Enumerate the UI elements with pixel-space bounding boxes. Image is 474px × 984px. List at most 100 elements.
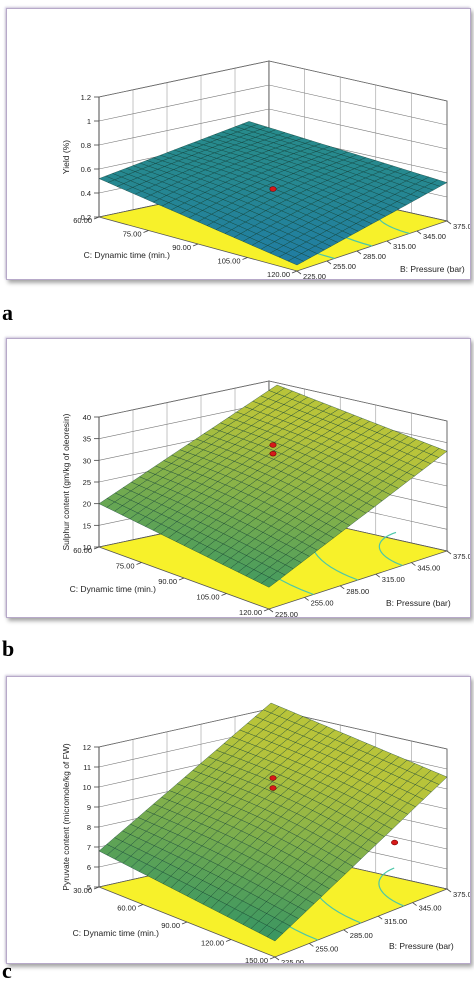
x-tick-label: 285.00 (346, 587, 369, 596)
panel-letter-a: a (2, 300, 13, 325)
x-axis-tick (268, 608, 274, 613)
x-tick-label: 255.00 (315, 944, 338, 953)
x-axis-tick (339, 585, 345, 590)
x-axis-label: B: Pressure (bar) (389, 941, 454, 951)
design-point (391, 839, 399, 846)
z-axis-label: Pyruvate content (micromole/kg of FW) (61, 743, 71, 891)
panel-letter-c: c (2, 958, 12, 983)
y-tick-label: 60.00 (117, 904, 136, 913)
chart-svg-c: 5 6 7 8 9 10 11 12 Pyruvate content (micromole/k… (61, 702, 470, 963)
x-axis-tick (296, 270, 302, 275)
floor-contour-line (378, 867, 405, 907)
z-tick-label: 0.2 (81, 213, 91, 222)
y-axis-tick (225, 939, 232, 942)
y-tick-label: 60.00 (73, 216, 92, 225)
y-tick-label: 90.00 (161, 921, 180, 930)
y-axis-tick (93, 216, 100, 220)
x-axis-tick (446, 220, 452, 225)
y-axis-tick (242, 257, 248, 260)
x-tick-label: 285.00 (350, 931, 373, 940)
y-axis-tick (181, 921, 188, 925)
y-axis-tick (291, 270, 298, 274)
x-axis-tick (304, 597, 309, 601)
chart-c-group: 5 6 7 8 9 10 11 12 Pyruvate content (micromole/k… (61, 702, 470, 963)
z-tick-label: 12 (83, 743, 91, 752)
y-tick-label: 120.00 (239, 608, 262, 617)
y-tick-label: 90.00 (158, 577, 177, 586)
x-axis-label: B: Pressure (bar) (400, 264, 465, 274)
z-tick-label: 1 (87, 117, 91, 126)
x-tick-label: 345.00 (423, 232, 446, 241)
z-axis-label: Sulphur content (gm/kg of oleoresin) (61, 413, 71, 550)
x-tick-label: 255.00 (311, 598, 334, 607)
surface-patch (430, 448, 448, 458)
wall-gridline (98, 380, 448, 422)
z-tick-label: 15 (83, 521, 91, 530)
z-tick-label: 0.4 (81, 189, 91, 198)
x-axis-tick (377, 915, 383, 920)
x-tick-label: 315.00 (393, 242, 416, 251)
x-axis-tick (411, 562, 416, 566)
design-point (269, 785, 277, 791)
chart-b-group: 10 15 20 25 30 35 40 Sulphur content (gm/kg of … (61, 380, 470, 617)
x-tick-label: 375.00 (453, 890, 470, 899)
z-tick-label: 40 (83, 413, 91, 422)
y-tick-label: 105.00 (218, 257, 241, 266)
chart-svg-a: 0.2 0.4 0.6 0.8 1 1.2 Yield (%) 60.00 75.00 90.00… (61, 60, 470, 279)
x-axis-tick (274, 956, 280, 961)
x-axis-tick (343, 929, 349, 934)
x-axis-tick (446, 550, 452, 555)
z-tick-label: 20 (83, 500, 91, 509)
wall-gridline (98, 108, 448, 150)
x-axis-tick (309, 943, 314, 947)
design-point (269, 186, 277, 192)
y-tick-label: 30.00 (73, 886, 92, 895)
z-tick-label: 25 (83, 478, 91, 487)
surface-patch (430, 179, 448, 187)
design-point (269, 775, 277, 781)
z-tick-label: 8 (87, 823, 91, 832)
x-tick-label: 225.00 (281, 958, 304, 963)
y-axis-tick (263, 608, 270, 612)
chart-panel-b: 10 15 20 25 30 35 40 Sulphur content (gm/kg of … (6, 338, 471, 618)
y-axis-label: C: Dynamic time (min.) (84, 250, 171, 260)
y-axis-tick (221, 593, 227, 596)
y-tick-label: 75.00 (123, 230, 142, 239)
y-axis-label: C: Dynamic time (min.) (73, 928, 160, 938)
y-tick-label: 120.00 (267, 270, 290, 279)
z-tick-label: 7 (87, 843, 91, 852)
chart-svg-b: 10 15 20 25 30 35 40 Sulphur content (gm/kg of … (61, 380, 470, 617)
x-axis-tick (375, 573, 381, 578)
x-tick-label: 225.00 (303, 272, 326, 279)
y-tick-label: 60.00 (73, 546, 92, 555)
z-tick-label: 9 (87, 803, 91, 812)
y-axis-tick (143, 230, 149, 233)
y-axis-tick (269, 956, 276, 960)
x-axis-tick (416, 230, 422, 235)
y-tick-label: 105.00 (197, 593, 220, 602)
y-axis-tick (137, 904, 144, 907)
x-tick-label: 375.00 (453, 222, 470, 231)
chart-a-group: 0.2 0.4 0.6 0.8 1 1.2 Yield (%) 60.00 75.00 90.00… (61, 60, 470, 279)
y-axis-tick (136, 562, 142, 565)
panel-letter-b: b (2, 636, 15, 661)
x-tick-label: 345.00 (419, 904, 442, 913)
x-tick-label: 285.00 (363, 252, 386, 261)
x-axis-label: B: Pressure (bar) (386, 598, 451, 608)
design-point (269, 450, 277, 457)
wall-gridline (98, 84, 448, 126)
z-tick-label: 1.2 (81, 93, 91, 102)
chart-panel-c: 5 6 7 8 9 10 11 12 Pyruvate content (micromole/k… (6, 676, 471, 964)
z-axis-label: Yield (%) (61, 140, 71, 174)
y-tick-label: 90.00 (172, 243, 191, 252)
z-tick-label: 0.8 (81, 141, 91, 150)
x-axis-tick (326, 260, 332, 265)
y-tick-label: 75.00 (116, 562, 135, 571)
z-tick-label: 0.6 (81, 165, 91, 174)
z-tick-label: 35 (83, 435, 91, 444)
x-axis-tick (412, 902, 417, 906)
x-tick-label: 315.00 (382, 575, 405, 584)
y-axis-tick (192, 243, 199, 247)
x-tick-label: 345.00 (417, 564, 440, 573)
y-axis-tick (93, 546, 100, 550)
